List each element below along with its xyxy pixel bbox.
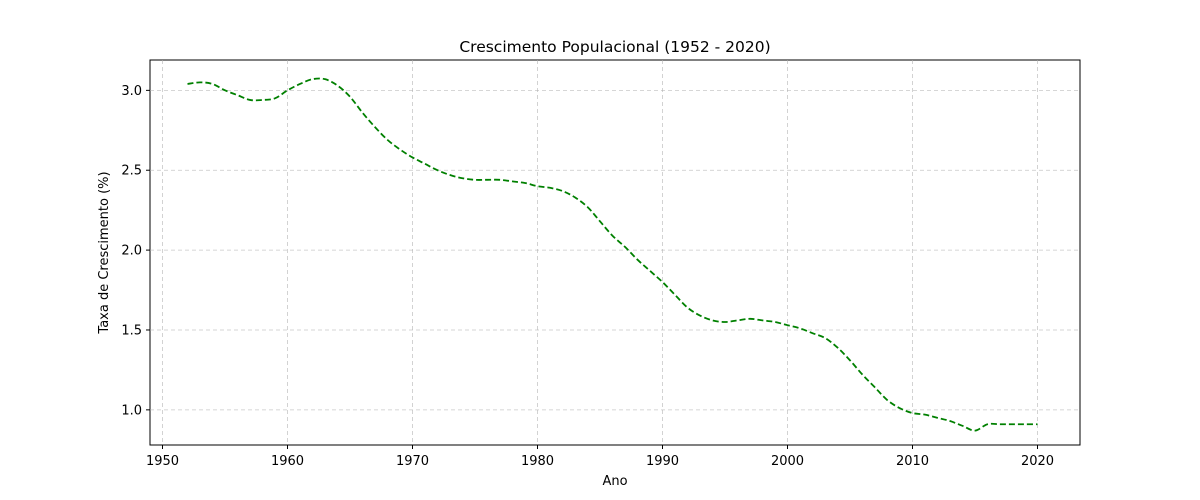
y-tick-label: 1.5 — [121, 323, 142, 338]
x-tick-label: 2010 — [896, 454, 929, 469]
y-axis-ticks: 1.0 1.5 2.0 2.5 3.0 — [121, 84, 150, 418]
x-axis-title: Ano — [602, 474, 627, 489]
y-tick-label: 2.0 — [121, 244, 142, 259]
x-tick-label: 1970 — [396, 454, 429, 469]
y-tick-label: 2.5 — [121, 164, 142, 179]
y-axis-title: Taxa de Crescimento (%) — [97, 171, 112, 334]
x-tick-label: 1950 — [146, 454, 179, 469]
growth-rate-line — [187, 77, 1038, 432]
x-axis-ticks: 1950 1960 1970 1980 1990 2000 2010 2020 — [146, 445, 1054, 469]
x-tick-label: 1960 — [271, 454, 304, 469]
y-tick-label: 1.0 — [121, 403, 142, 418]
series-lines — [187, 77, 1038, 432]
x-tick-label: 2000 — [771, 454, 804, 469]
x-tick-label: 2020 — [1021, 454, 1054, 469]
x-tick-label: 1980 — [521, 454, 554, 469]
y-tick-label: 3.0 — [121, 84, 142, 99]
x-tick-label: 1990 — [646, 454, 679, 469]
chart-title: Crescimento Populacional (1952 - 2020) — [459, 38, 770, 56]
plot-area — [149, 59, 1081, 446]
grid-lines — [150, 60, 1080, 445]
